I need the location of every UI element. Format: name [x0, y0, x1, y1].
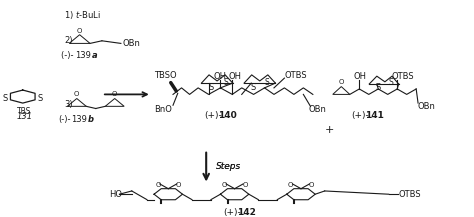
Text: S: S: [37, 94, 43, 103]
Text: O: O: [155, 182, 161, 188]
Text: S: S: [208, 82, 214, 92]
Text: O: O: [288, 182, 293, 188]
Text: O: O: [77, 28, 82, 34]
Text: (-)-: (-)-: [61, 51, 75, 60]
Text: S: S: [2, 94, 8, 103]
Text: 139: 139: [71, 115, 87, 124]
Text: OTBS: OTBS: [398, 190, 421, 199]
Text: O: O: [221, 182, 227, 188]
Text: 140: 140: [218, 110, 237, 120]
Text: Steps: Steps: [216, 161, 241, 171]
Text: (-)-: (-)-: [59, 115, 71, 124]
Text: S: S: [250, 82, 255, 92]
Text: Steps: Steps: [216, 161, 241, 171]
Text: O: O: [309, 182, 314, 188]
Text: O: O: [74, 91, 80, 97]
Text: a: a: [91, 51, 97, 60]
Text: 141: 141: [365, 110, 384, 120]
Text: OBn: OBn: [122, 39, 140, 48]
Text: 131: 131: [17, 112, 33, 121]
Text: S: S: [389, 78, 393, 87]
Text: OH: OH: [214, 72, 227, 81]
Text: 139: 139: [75, 51, 91, 60]
Text: S: S: [375, 83, 381, 92]
Text: OBn: OBn: [417, 102, 435, 111]
Text: TBS: TBS: [18, 107, 32, 116]
Text: BnO: BnO: [154, 105, 172, 114]
Text: S: S: [223, 77, 228, 87]
Text: O: O: [338, 79, 344, 85]
Text: OH: OH: [228, 72, 241, 81]
Text: OTBS: OTBS: [391, 72, 414, 81]
Text: 3): 3): [64, 100, 73, 109]
Text: (+)-: (+)-: [204, 110, 221, 120]
Text: HO: HO: [109, 190, 122, 199]
Text: O: O: [112, 91, 118, 97]
Text: 1) $\it{t}$-BuLi: 1) $\it{t}$-BuLi: [64, 9, 101, 21]
Text: O: O: [242, 182, 248, 188]
Text: O: O: [176, 182, 182, 188]
Text: 2): 2): [64, 36, 73, 45]
Text: OH: OH: [354, 72, 367, 81]
Text: (+)-: (+)-: [351, 110, 368, 120]
Text: S: S: [264, 77, 269, 87]
Text: OTBS: OTBS: [284, 71, 307, 81]
Text: +: +: [325, 125, 334, 135]
Text: (+)-: (+)-: [223, 208, 240, 217]
Text: OBn: OBn: [308, 105, 326, 114]
Text: b: b: [88, 115, 94, 124]
Text: TBSO: TBSO: [154, 71, 177, 81]
Text: 142: 142: [237, 208, 256, 217]
